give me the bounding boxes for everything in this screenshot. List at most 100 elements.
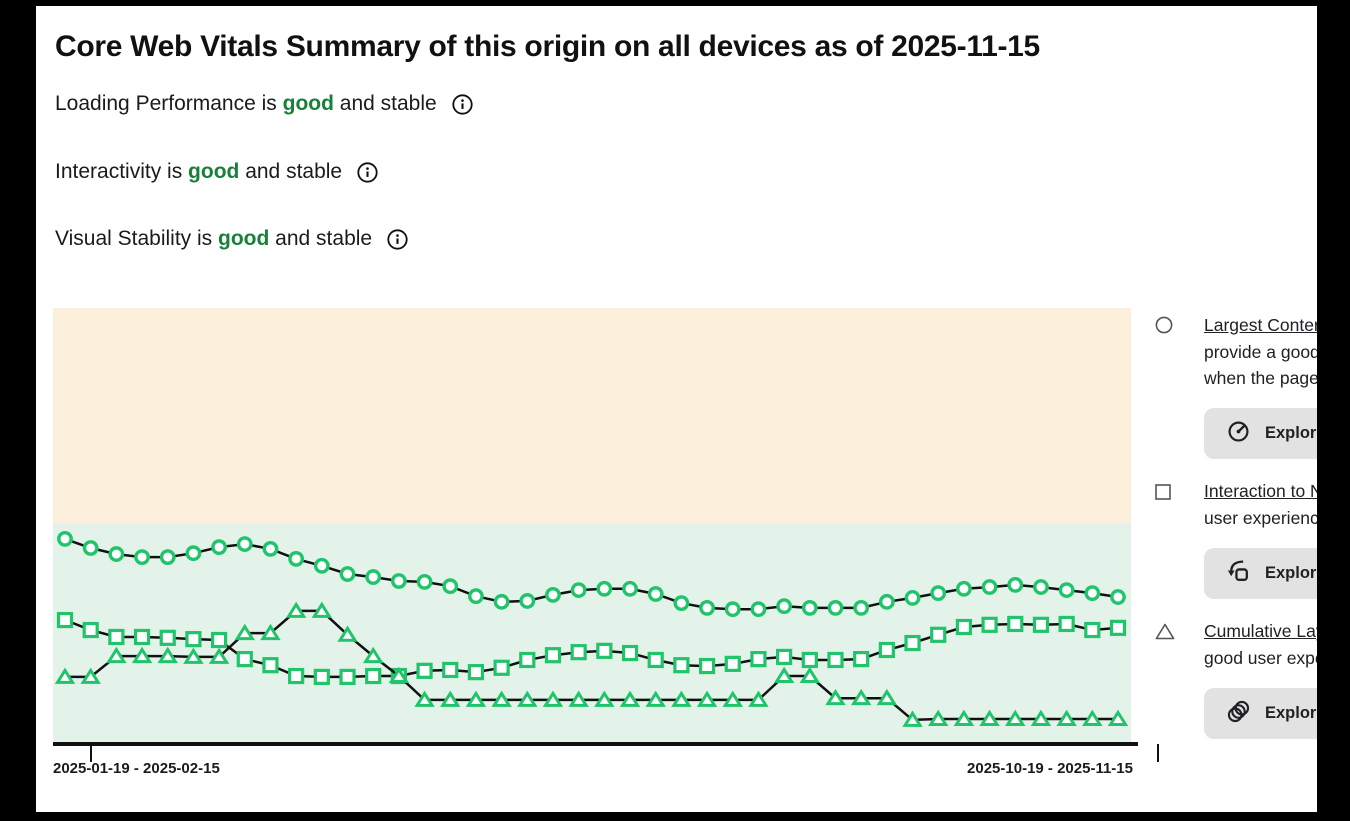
circle-data-marker [390,573,407,589]
inp-link[interactable]: Interaction to Next Paint (INP) [1204,481,1317,501]
status-text: Loading Performance is [55,92,283,115]
explore-inp-label: Explore [1265,564,1317,582]
triangle-data-marker [106,646,127,664]
circle-data-marker [878,593,895,610]
status-visual-stability: Visual Stability is good and stable [55,227,409,251]
report-page: Core Web Vitals Summary of this origin o… [36,6,1317,812]
triangle-data-marker [825,688,846,706]
square-data-marker [1007,615,1024,633]
triangle-data-marker [414,690,435,707]
square-data-marker [56,611,74,629]
cls-link[interactable]: Cumulative Layout Shift (CLS) [1204,621,1317,641]
circle-data-marker [313,557,330,574]
square-data-marker [1058,615,1075,633]
triangle-data-marker [1107,709,1129,726]
legend-item-cls: Cumulative Layout Shift (CLS) measures v… [1155,618,1317,739]
triangle-data-marker [1082,709,1103,726]
triangle-data-marker [594,690,615,707]
status-text-suffix: and stable [269,227,373,250]
triangle-data-marker [285,601,307,618]
explore-cls-button[interactable]: Explore [1204,688,1317,739]
circle-data-marker [596,580,613,597]
x-axis-tick-right [1157,744,1159,762]
square-data-marker [442,661,459,679]
status-text: Visual Stability is [55,227,219,250]
triangle-data-marker [157,646,178,664]
triangle-data-marker [362,646,384,664]
page-title: Core Web Vitals Summary of this origin o… [55,30,1040,63]
circle-data-marker [339,566,356,582]
status-text-suffix: and stable [239,160,343,183]
layers-shift-icon [1225,698,1252,730]
triangle-data-marker [850,688,872,706]
circle-data-marker [493,593,510,610]
status-text-suffix: and stable [333,92,437,115]
square-data-marker [210,631,228,649]
triangle-data-marker [542,690,564,707]
triangle-data-marker [1056,709,1077,726]
circle-data-marker [776,598,793,615]
triangle-data-marker [54,667,76,684]
square-data-marker [313,668,330,685]
triangle-data-marker [748,690,769,707]
square-data-marker [750,651,767,668]
triangle-data-marker [568,690,589,707]
explore-inp-button[interactable]: Explore [1204,548,1317,599]
triangle-data-marker [208,647,230,664]
explore-cls-label: Explore [1265,704,1317,722]
circle-data-marker [185,545,202,562]
triangle-data-marker [131,646,153,664]
tap-gesture-icon [1225,558,1252,590]
triangle-data-marker [953,709,975,726]
square-data-marker [519,651,536,669]
x-axis-tick-left [90,744,92,762]
circle-data-marker [750,601,767,618]
square-data-marker [621,644,639,662]
lcp-description-line1: Largest Contentful Paint (LCP) marks the… [1204,312,1317,339]
triangle-data-marker [876,688,898,706]
status-loading-performance: Loading Performance is good and stable [55,92,474,116]
status-text: Interactivity is [55,160,189,183]
status-interactivity: Interactivity is good and stable [55,160,379,184]
circle-data-marker [1007,576,1024,593]
circle-data-marker [468,588,484,605]
cls-triangle-marker [1155,623,1175,640]
circle-data-marker [622,580,638,597]
triangle-data-marker [979,709,1000,726]
info-icon[interactable] [451,93,474,116]
circle-data-marker [1084,585,1101,602]
circle-data-marker [416,573,433,590]
info-icon[interactable] [356,161,379,184]
x-axis-labels: 2025-01-19 - 2025-02-15 2025-10-19 - 202… [53,760,1133,777]
gauge-icon [1225,417,1252,449]
square-data-marker [1032,616,1050,633]
square-data-marker [904,634,921,652]
circle-data-marker [647,586,664,602]
circle-data-marker [236,536,253,552]
square-data-marker [878,641,895,659]
circle-data-marker [904,590,921,606]
circle-data-marker [288,550,305,567]
cls-description-line2: good user experience, pages should maint… [1204,647,1317,668]
legend-item-lcp: Largest Contentful Paint (LCP) marks the… [1155,312,1317,459]
square-data-marker [570,644,587,661]
explore-lcp-button[interactable]: Explore [1204,407,1317,459]
triangle-data-marker [465,690,487,707]
lcp-link[interactable]: Largest Contentful Paint (LCP) [1204,315,1317,335]
square-data-marker [853,651,870,668]
legend-item-inp: Interaction to Next Paint (INP) measures… [1155,478,1317,599]
circle-data-marker [108,546,125,562]
circle-data-marker [159,549,176,566]
status-value: good [188,160,240,183]
square-data-marker [698,657,716,675]
square-data-marker [724,655,741,672]
status-value: good [218,227,270,250]
circle-data-marker [801,599,818,616]
info-icon[interactable] [386,228,409,251]
triangle-data-marker [645,690,666,707]
circle-data-marker [519,593,536,609]
square-data-marker [647,651,664,669]
triangle-data-marker [260,623,281,641]
lcp-circle-marker [1155,316,1175,334]
circle-data-marker [57,530,73,547]
